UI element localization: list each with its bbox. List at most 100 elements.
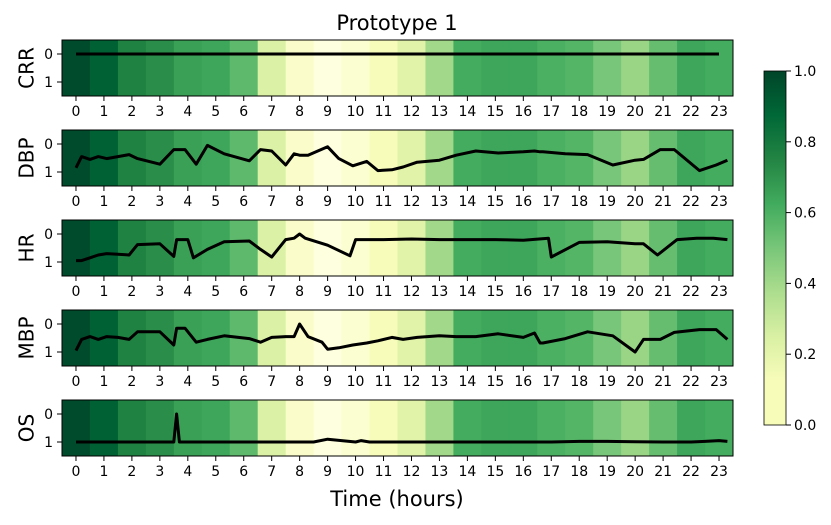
- heatmap-cell: [537, 220, 566, 276]
- x-tick-label: 17: [542, 104, 560, 120]
- x-tick-label: 5: [211, 194, 220, 210]
- x-tick-label: 12: [403, 194, 421, 210]
- x-tick-label: 2: [127, 374, 136, 390]
- x-tick-label: 9: [323, 194, 332, 210]
- x-tick-label: 0: [72, 194, 81, 210]
- y-tick-label: 1: [44, 75, 53, 91]
- x-tick-label: 1: [99, 194, 108, 210]
- heatmap-cell: [621, 220, 650, 276]
- x-tick-label: 16: [514, 284, 532, 300]
- x-tick-label: 22: [682, 104, 700, 120]
- x-tick-label: 21: [654, 284, 672, 300]
- heatmap-cell: [341, 40, 371, 96]
- panel-frame: [61, 39, 734, 97]
- x-tick-label: 18: [570, 464, 588, 480]
- series-line-hr: [76, 232, 728, 263]
- x-tick-label: 12: [403, 464, 421, 480]
- x-tick-label: 16: [514, 194, 532, 210]
- y-tick-label: 1: [44, 435, 53, 451]
- x-tick-label: 19: [598, 464, 616, 480]
- heatmap-cell: [453, 400, 482, 456]
- x-tick-label: 19: [598, 284, 616, 300]
- heatmap-cell: [705, 400, 734, 456]
- colorbar-tick-label: 0.0: [794, 418, 816, 434]
- heatmap-cell: [677, 220, 706, 276]
- heatmap-cell: [481, 400, 510, 456]
- x-tick-label: 14: [458, 194, 476, 210]
- heatmap-cell: [89, 40, 119, 96]
- x-tick-label: 15: [486, 284, 504, 300]
- heatmap-cell: [397, 130, 426, 186]
- x-tick-label: 8: [295, 464, 304, 480]
- heatmap-cell: [453, 40, 482, 96]
- x-tick-label: 4: [183, 464, 192, 480]
- x-tick-label: 16: [514, 104, 532, 120]
- colorbar-tick-label: 1.0: [794, 64, 816, 80]
- heatmap-cell: [313, 310, 343, 366]
- heatmap-cell: [677, 40, 706, 96]
- x-tick-label: 16: [514, 374, 532, 390]
- heatmap-cell: [425, 400, 454, 456]
- heatmap-cell: [705, 130, 734, 186]
- row-label-mbp: MBP: [15, 316, 39, 359]
- row-label-os: OS: [15, 414, 39, 442]
- x-tick-label: 19: [598, 194, 616, 210]
- heatmap-cell: [117, 400, 147, 456]
- panel-frame: [61, 399, 734, 457]
- x-tick-label: 2: [127, 284, 136, 300]
- x-tick-label: 1: [99, 284, 108, 300]
- x-tick-label: 10: [347, 284, 365, 300]
- panel-frame: [61, 309, 734, 367]
- x-tick-label: 11: [375, 104, 393, 120]
- x-tick-label: 6: [239, 104, 248, 120]
- y-tick-label: 0: [44, 47, 53, 63]
- x-tick-label: 12: [403, 374, 421, 390]
- x-tick-label: 19: [598, 104, 616, 120]
- x-tick-label: 9: [323, 374, 332, 390]
- x-tick-label: 20: [626, 464, 644, 480]
- heatmap-cell: [89, 400, 119, 456]
- x-tick-label: 7: [267, 464, 276, 480]
- x-tick-label: 23: [710, 374, 728, 390]
- heatmap-cell: [509, 130, 538, 186]
- heatmap-cell: [117, 40, 147, 96]
- heatmap-cell: [173, 220, 203, 276]
- x-tick-label: 4: [183, 104, 192, 120]
- x-tick-label: 5: [211, 374, 220, 390]
- x-tick-label: 3: [155, 464, 164, 480]
- x-tick-label: 14: [458, 464, 476, 480]
- x-tick-label: 2: [127, 464, 136, 480]
- x-tick-label: 19: [598, 374, 616, 390]
- heatmap-cell: [285, 220, 315, 276]
- x-tick-label: 15: [486, 104, 504, 120]
- y-tick-label: 1: [44, 345, 53, 361]
- x-tick-label: 3: [155, 284, 164, 300]
- x-tick-label: 0: [72, 104, 81, 120]
- x-tick-label: 15: [486, 374, 504, 390]
- x-tick-label: 18: [570, 374, 588, 390]
- x-tick-label: 6: [239, 464, 248, 480]
- x-tick-label: 4: [183, 374, 192, 390]
- y-tick-label: 0: [44, 227, 53, 243]
- x-tick-label: 10: [347, 374, 365, 390]
- x-tick-label: 9: [323, 284, 332, 300]
- heatmap-cell: [677, 310, 706, 366]
- y-tick-label: 1: [44, 165, 53, 181]
- heatmap-cell: [145, 400, 175, 456]
- heatmap-cell: [481, 220, 510, 276]
- heatmap-cell: [173, 40, 203, 96]
- x-tick-label: 22: [682, 284, 700, 300]
- x-tick-label: 5: [211, 104, 220, 120]
- heatmap-cell: [257, 400, 287, 456]
- x-tick-label: 8: [295, 284, 304, 300]
- heatmap-cell: [257, 130, 287, 186]
- x-tick-label: 17: [542, 194, 560, 210]
- heatmap-cell: [649, 400, 678, 456]
- x-tick-label: 3: [155, 104, 164, 120]
- x-tick-label: 1: [99, 374, 108, 390]
- x-tick-label: 11: [375, 374, 393, 390]
- x-tick-label: 16: [514, 464, 532, 480]
